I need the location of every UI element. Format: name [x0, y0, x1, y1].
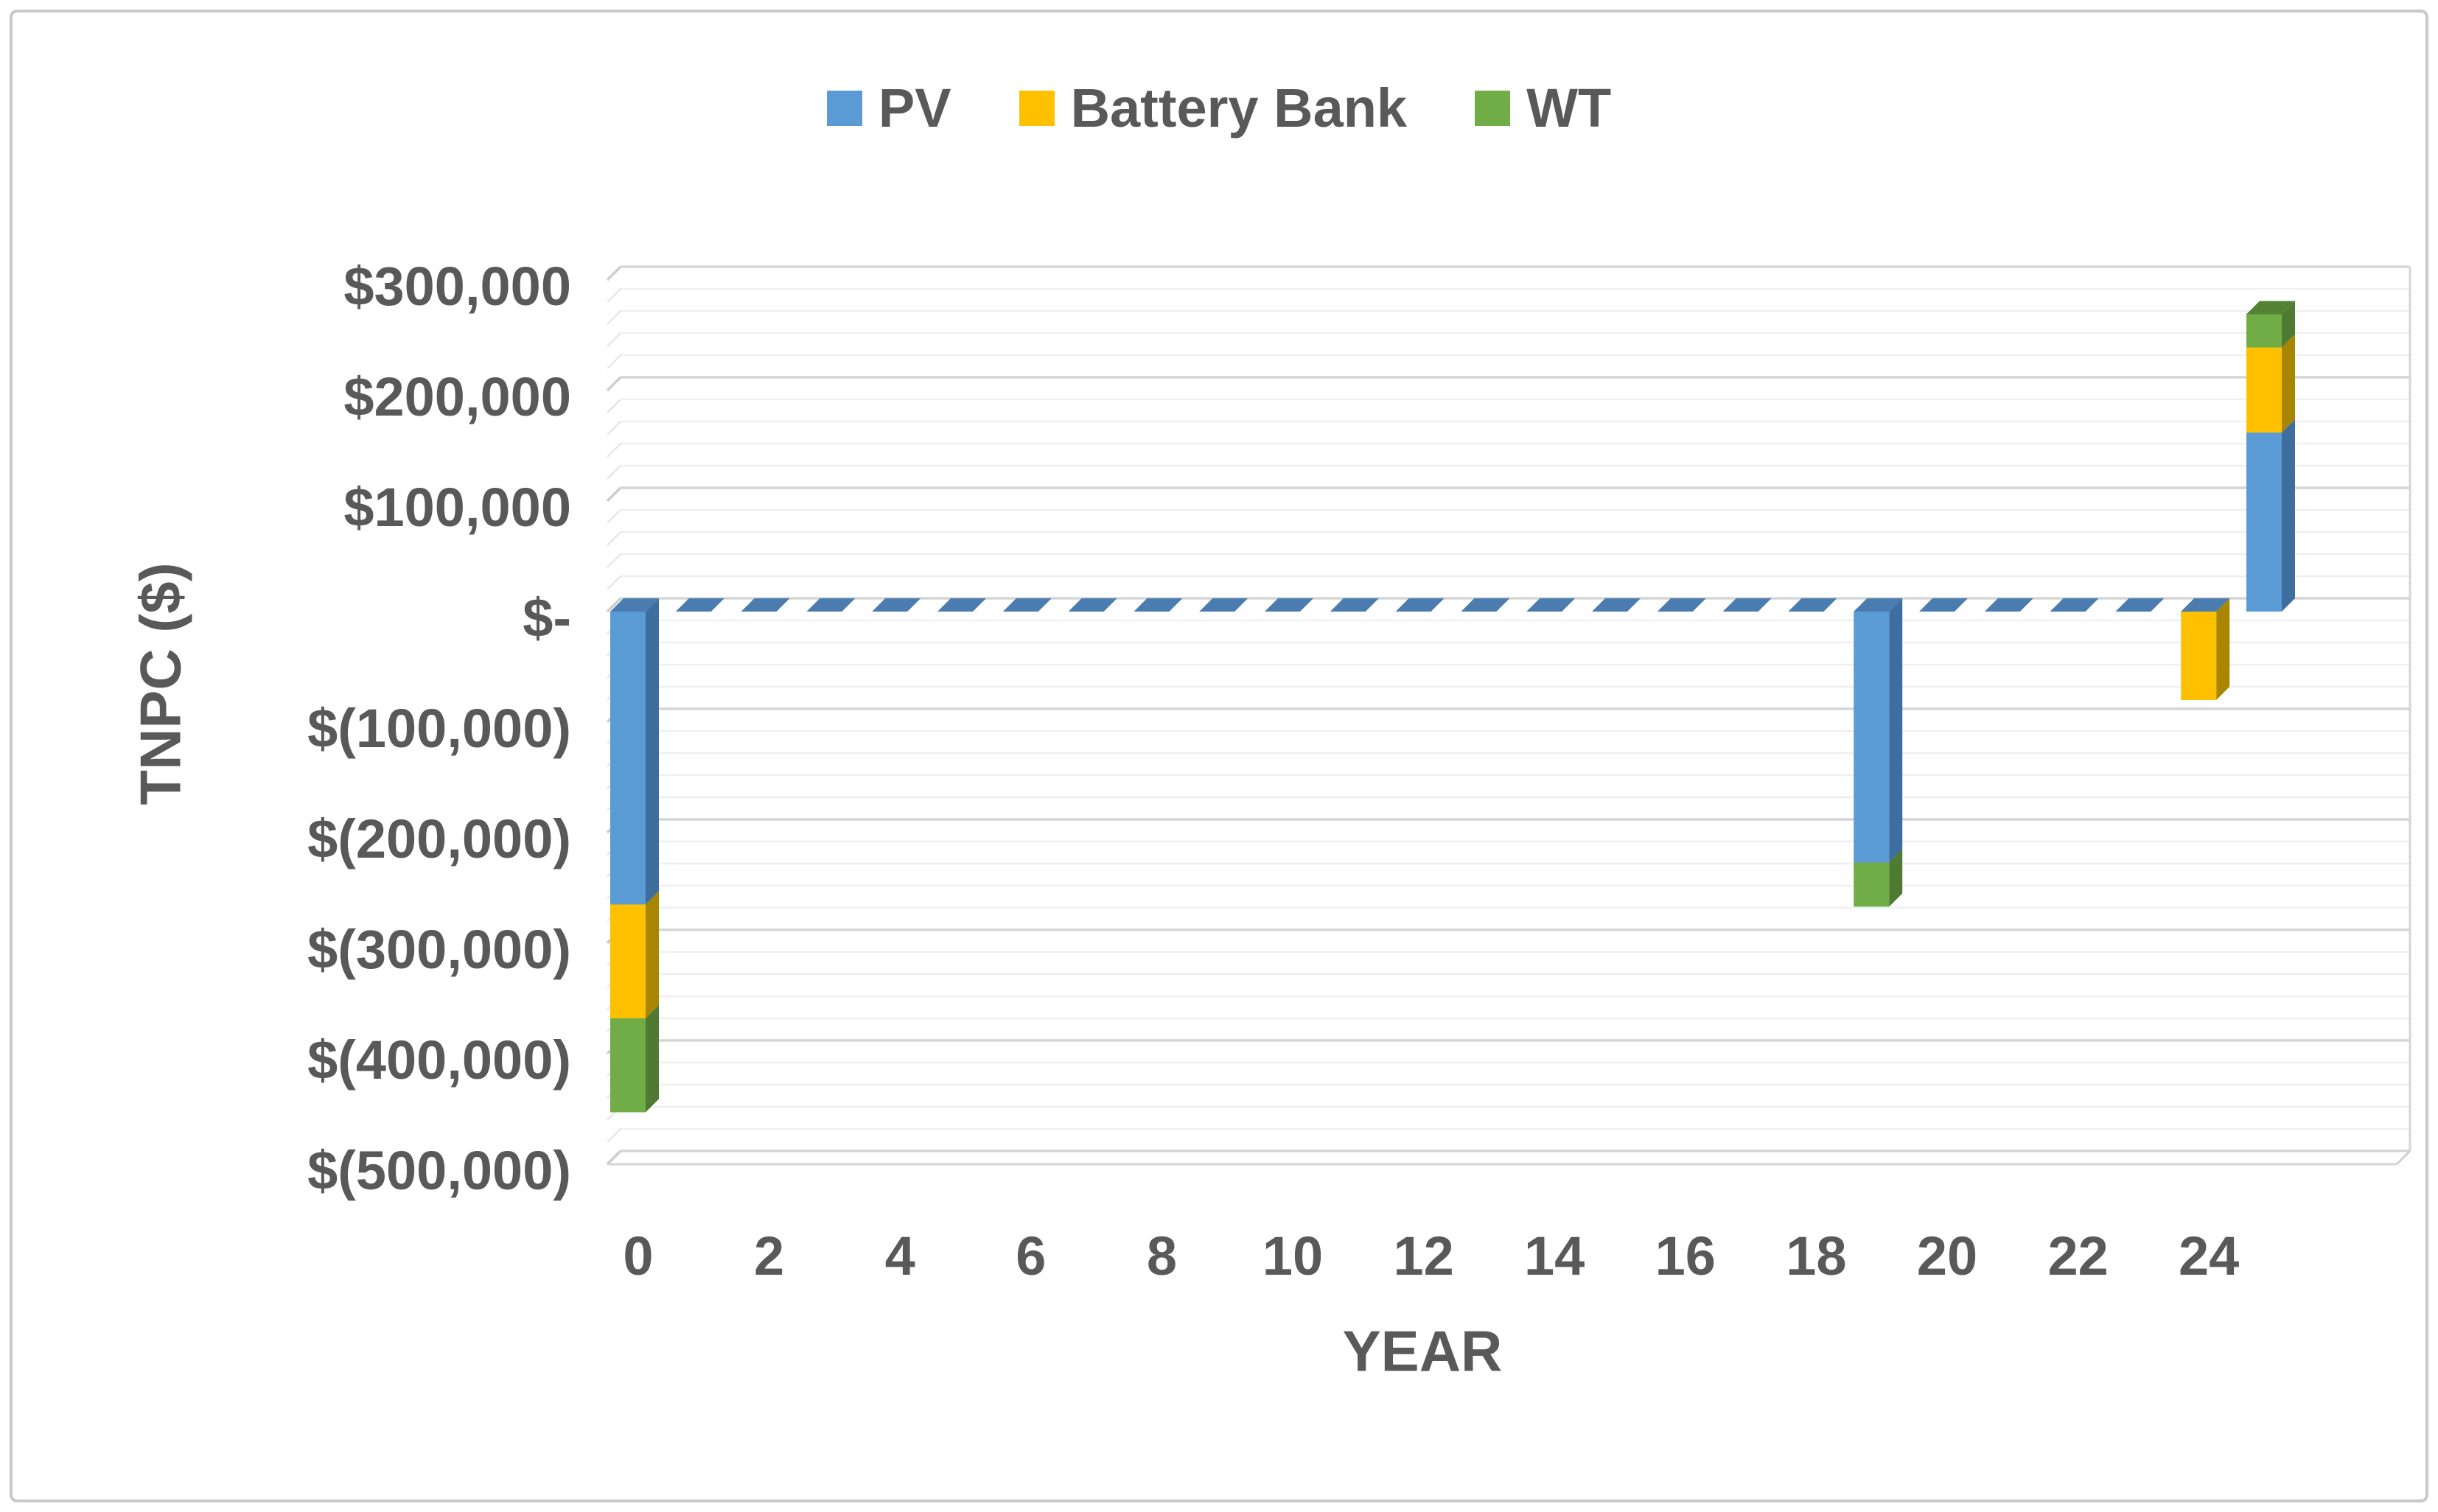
legend-item-pv: PV: [826, 77, 951, 139]
y-tick-label: $200,000: [343, 366, 571, 427]
bar-segment-battery-bank-year-25: [2246, 347, 2282, 433]
bar-segment-wt-year-25: [2246, 314, 2282, 348]
zero-tile-year-9: [1199, 598, 1248, 612]
zero-tile-year-1: [675, 598, 724, 612]
zero-tile-year-21: [1984, 598, 2033, 612]
x-tick-label: 2: [754, 1225, 784, 1287]
zero-tile-year-23: [2115, 598, 2165, 612]
bar-side-battery-bank-year-24: [2216, 598, 2230, 700]
zero-tile-year-2: [741, 598, 790, 612]
x-tick-label: 12: [1393, 1225, 1453, 1287]
zero-tile-year-15: [1592, 598, 1641, 612]
y-tick-label: $300,000: [343, 256, 571, 317]
legend-item-battery-bank: Battery Bank: [1019, 77, 1408, 139]
zero-tile-year-8: [1134, 598, 1183, 612]
legend-label-battery-bank: Battery Bank: [1070, 77, 1408, 139]
bar-segment-pv-year-0: [610, 612, 646, 905]
legend-label-pv: PV: [878, 77, 951, 139]
zero-tile-year-16: [1657, 598, 1706, 612]
bar-side-battery-bank-year-25: [2282, 334, 2295, 433]
left-wall-gridline-minor: [607, 354, 621, 369]
battery-bank-swatch-icon: [1019, 90, 1055, 126]
left-wall-gridline-minor: [607, 310, 621, 325]
x-tick-label: 6: [1016, 1225, 1046, 1287]
floor-corner-edge: [2395, 1149, 2411, 1166]
left-wall-gridline-minor: [607, 421, 621, 435]
left-wall-gridline-major: [606, 265, 622, 281]
x-tick-label: 20: [1917, 1225, 1977, 1287]
zero-tile-year-7: [1068, 598, 1117, 612]
zero-tile-year-14: [1526, 598, 1576, 612]
bar-top-face-year-19: [1854, 598, 1903, 612]
legend-item-wt: WT: [1475, 77, 1611, 139]
zero-tile-year-10: [1265, 598, 1313, 612]
bar-segment-wt-year-0: [610, 1018, 646, 1113]
y-tick-label: $(500,000): [307, 1140, 571, 1201]
zero-tile-year-5: [937, 598, 986, 612]
bar-side-wt-year-0: [646, 1005, 659, 1113]
y-tick-label: $(300,000): [307, 919, 571, 980]
left-wall-gridline-minor: [607, 509, 621, 524]
bar-segment-pv-year-25: [2246, 433, 2282, 612]
bar-side-pv-year-0: [646, 598, 659, 905]
y-tick-label: $(200,000): [307, 808, 571, 869]
left-wall-gridline-minor: [607, 531, 621, 546]
x-tick-label: 10: [1262, 1225, 1323, 1287]
bar-side-wt-year-25: [2282, 301, 2295, 348]
zero-tile-year-11: [1330, 598, 1379, 612]
zero-tile-year-6: [1002, 598, 1052, 612]
bar-side-pv-year-25: [2282, 419, 2295, 612]
zero-tile-year-13: [1461, 598, 1510, 612]
y-tick-label: $(400,000): [307, 1029, 571, 1091]
bar-segment-pv-year-19: [1854, 612, 1890, 863]
left-wall-gridline-major: [606, 1149, 622, 1166]
left-wall-gridline-major: [606, 597, 622, 613]
x-tick-label: 14: [1524, 1225, 1585, 1287]
x-tick-label: 0: [623, 1225, 653, 1287]
bar-segment-wt-year-19: [1854, 862, 1890, 907]
x-tick-label: 8: [1147, 1225, 1177, 1287]
bar-top-face-year-25: [2246, 301, 2295, 315]
x-tick-label: 16: [1655, 1225, 1716, 1287]
left-wall-gridline-minor: [607, 332, 621, 347]
pv-swatch-icon: [826, 90, 862, 126]
legend-label-wt: WT: [1526, 77, 1612, 139]
bar-segment-battery-bank-year-0: [610, 904, 646, 1018]
bar-side-battery-bank-year-0: [646, 891, 659, 1018]
x-tick-label: 4: [885, 1225, 915, 1287]
x-tick-label: 24: [2179, 1225, 2239, 1287]
left-wall-gridline-minor: [607, 288, 621, 303]
zero-tile-year-3: [806, 598, 856, 612]
x-tick-label: 18: [1786, 1225, 1846, 1287]
left-wall-gridline-minor: [607, 575, 621, 590]
left-wall-gridline-minor: [607, 399, 621, 413]
zero-tile-year-17: [1722, 598, 1772, 612]
zero-tile-year-20: [1919, 598, 1968, 612]
zero-tile-year-12: [1395, 598, 1445, 612]
left-wall-gridline-minor: [607, 465, 621, 480]
bar-top-face-year-0: [610, 598, 659, 612]
y-tick-label: $(100,000): [307, 698, 571, 759]
bar-side-pv-year-19: [1889, 598, 1903, 863]
zero-tile-year-4: [872, 598, 921, 612]
left-wall-gridline-major: [606, 376, 622, 392]
left-wall-gridline-minor: [607, 443, 621, 458]
bar-side-wt-year-19: [1889, 849, 1903, 907]
left-wall-gridline-major: [606, 486, 622, 503]
y-tick-label: $-: [523, 587, 571, 648]
y-tick-label: $100,000: [343, 477, 571, 538]
x-tick-label: 22: [2047, 1225, 2108, 1287]
left-wall-gridline-minor: [607, 1128, 621, 1143]
legend: PV Battery Bank WT: [0, 77, 2438, 139]
zero-tile-year-22: [2050, 598, 2099, 612]
x-axis-title: YEAR: [1342, 1318, 1503, 1384]
zero-tile-year-24: [2181, 598, 2230, 612]
bar-segment-battery-bank-year-24: [2181, 612, 2217, 700]
zero-tile-year-18: [1788, 598, 1837, 612]
wt-swatch-icon: [1475, 90, 1511, 126]
left-wall-gridline-minor: [607, 553, 621, 568]
